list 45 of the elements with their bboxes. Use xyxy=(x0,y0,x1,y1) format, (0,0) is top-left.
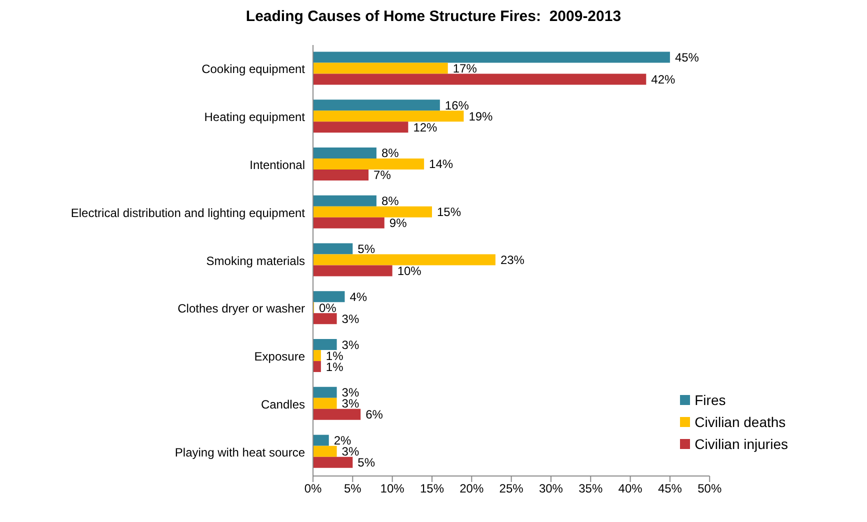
data-label: 5% xyxy=(358,456,376,470)
x-tick-label: 0% xyxy=(304,482,322,496)
x-tick-label: 40% xyxy=(618,482,643,496)
y-tick-label: Cooking equipment xyxy=(202,62,306,76)
data-label: 19% xyxy=(468,109,494,124)
legend-label: Civilian deaths xyxy=(694,413,786,432)
x-tick-label: 50% xyxy=(698,482,722,496)
y-tick-label: Smoking materials xyxy=(206,254,305,268)
x-tick-label: 30% xyxy=(538,482,564,496)
data-label: 9% xyxy=(389,216,408,230)
y-tick-label: Heating equipment xyxy=(204,110,306,124)
data-label: 3% xyxy=(342,338,360,352)
y-tick-label: Intentional xyxy=(250,158,305,172)
y-tick-label: Candles xyxy=(260,397,305,412)
legend-label: Civilian injuries xyxy=(694,435,788,454)
data-label: 17% xyxy=(452,61,478,76)
data-label: 10% xyxy=(397,264,422,278)
data-label: 0% xyxy=(319,300,337,315)
legend-label: Fires xyxy=(694,391,726,410)
data-label: 12% xyxy=(413,120,438,134)
x-tick-label: 10% xyxy=(380,482,405,496)
chart-title: Leading Causes of Home Structure Fires: 2009-2013 xyxy=(244,8,622,25)
data-label: 3% xyxy=(342,312,360,326)
data-label: 23% xyxy=(500,253,525,268)
y-tick-label: Clothes dryer or washer xyxy=(178,302,305,316)
x-tick-label: 15% xyxy=(420,482,444,496)
x-tick-label: 25% xyxy=(499,482,524,496)
data-label: 42% xyxy=(651,72,676,86)
data-label: 14% xyxy=(429,157,454,172)
data-label: 8% xyxy=(381,194,400,208)
x-tick-label: 20% xyxy=(460,482,484,496)
y-tick-label: Electrical distribution and lighting equipment xyxy=(70,206,306,220)
data-label: 16% xyxy=(444,98,470,112)
data-label: 4% xyxy=(350,290,368,304)
y-tick-label: Playing with heat source xyxy=(174,445,306,460)
y-tick-label: Exposure xyxy=(254,350,306,364)
data-label: 8% xyxy=(381,146,400,160)
data-label: 45% xyxy=(674,50,700,64)
x-tick-label: 35% xyxy=(578,482,603,496)
x-tick-label: 5% xyxy=(344,482,362,496)
x-tick-label: 45% xyxy=(658,482,682,496)
data-label: 5% xyxy=(358,242,376,256)
data-label: 15% xyxy=(436,205,462,220)
data-label: 7% xyxy=(374,168,392,182)
data-label: 6% xyxy=(366,408,384,422)
